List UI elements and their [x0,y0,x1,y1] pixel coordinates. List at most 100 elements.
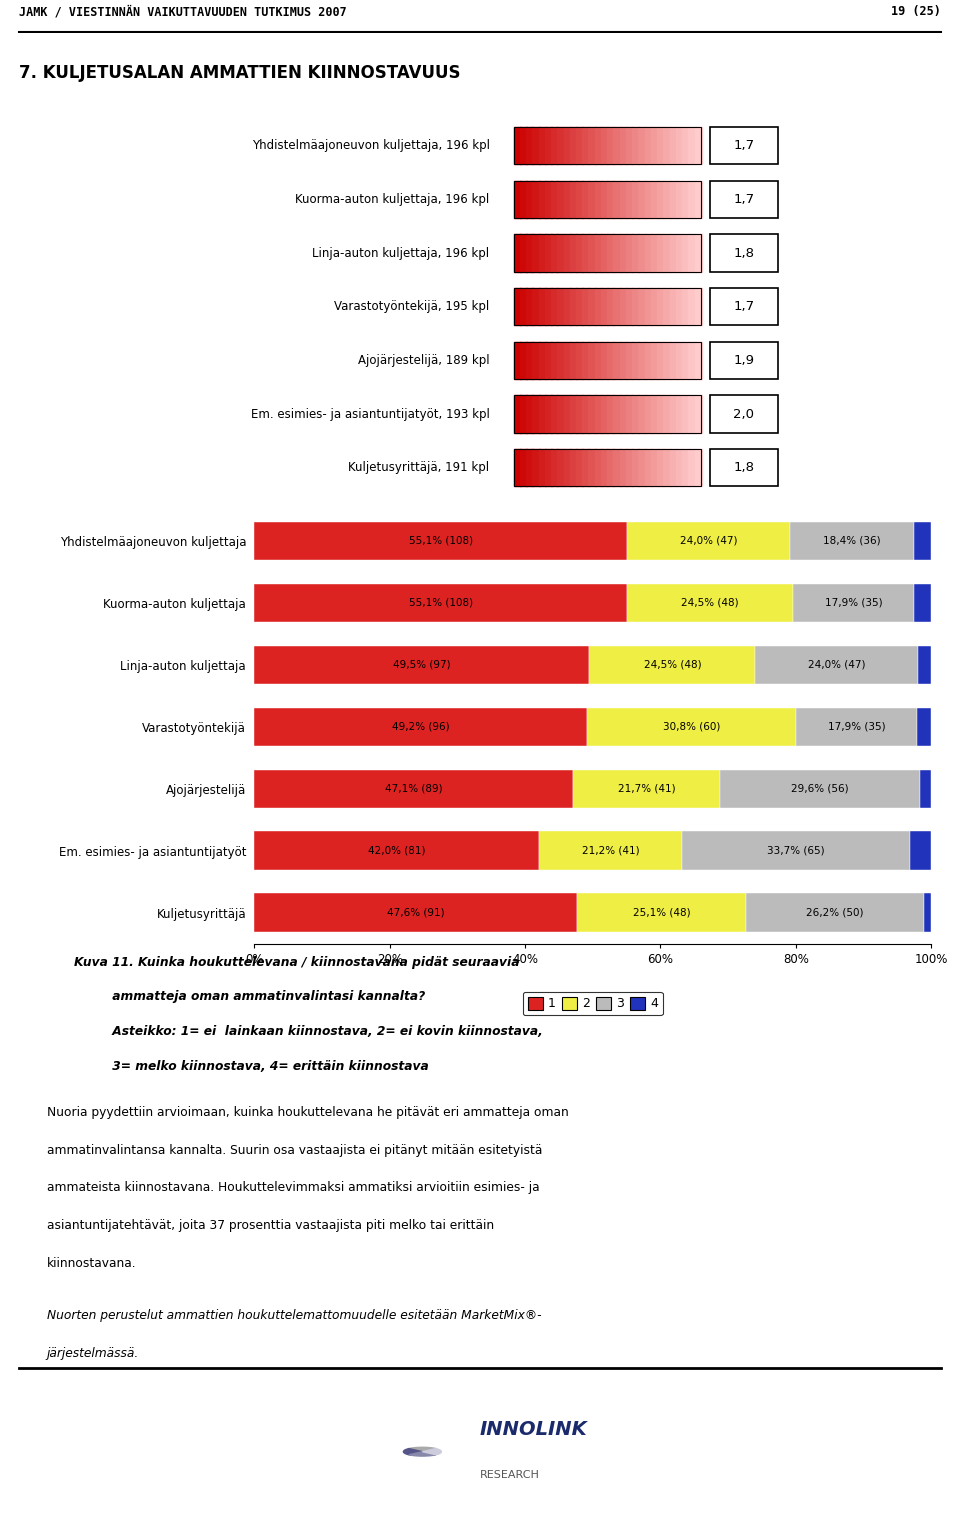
Bar [663,342,670,379]
Bar [688,342,695,379]
Bar [608,234,614,272]
Bar [710,181,778,218]
Bar [645,234,652,272]
Bar [514,342,520,379]
Bar [924,893,931,931]
Bar [514,128,701,164]
Text: 1,9: 1,9 [733,355,755,367]
Bar [514,396,520,432]
Bar [688,128,695,164]
Bar [595,342,602,379]
Bar [676,449,683,487]
Bar [790,522,914,560]
Text: 7. KULJETUSALAN AMMATTIEN KIINNOSTAVUUS: 7. KULJETUSALAN AMMATTIEN KIINNOSTAVUUS [19,64,461,82]
Bar [613,181,620,218]
Bar [645,288,652,326]
Bar [254,645,589,683]
Bar [588,234,595,272]
Bar [532,342,540,379]
Bar [638,396,645,432]
Text: 17,9% (35): 17,9% (35) [825,598,882,607]
Bar [564,181,570,218]
Bar [632,396,639,432]
Bar [921,770,931,808]
Bar [595,396,602,432]
Text: 30,8% (60): 30,8% (60) [663,721,720,732]
Bar [651,234,658,272]
Bar [576,288,583,326]
Bar [570,234,577,272]
Bar [526,449,534,487]
Bar [539,128,545,164]
Text: 49,5% (97): 49,5% (97) [393,661,451,670]
Bar [514,128,520,164]
Text: Kuorma-auton kuljettaja, 196 kpl: Kuorma-auton kuljettaja, 196 kpl [296,193,490,205]
Bar [710,342,778,379]
Bar [695,128,702,164]
Bar [645,396,652,432]
Bar [520,449,527,487]
Bar [514,234,520,272]
Bar [688,234,695,272]
Bar [657,288,664,326]
Bar [632,342,639,379]
Bar [645,128,652,164]
Bar [601,396,609,432]
Bar [254,893,577,931]
Bar [626,234,634,272]
Bar [608,449,614,487]
Bar [651,181,658,218]
Bar [638,288,645,326]
Bar [645,449,652,487]
Bar [514,234,701,272]
Bar [532,396,540,432]
Bar [710,449,778,487]
Bar [651,288,658,326]
Text: RESEARCH: RESEARCH [480,1470,540,1479]
Text: 42,0% (81): 42,0% (81) [368,846,425,855]
Bar [539,449,545,487]
Bar [626,396,634,432]
Bar [613,396,620,432]
Bar [710,234,778,272]
Bar [663,128,670,164]
Bar [608,128,614,164]
Bar [695,342,702,379]
Bar [914,583,931,622]
Text: Kuva 11. Kuinka houkuttelevana / kiinnostavana pidät seuraavia: Kuva 11. Kuinka houkuttelevana / kiinnos… [75,956,520,968]
Bar [564,288,570,326]
Bar [663,288,670,326]
Legend: 1, 2, 3, 4: 1, 2, 3, 4 [522,992,663,1015]
Bar [793,583,914,622]
Text: 33,7% (65): 33,7% (65) [767,846,825,855]
Text: 1,8: 1,8 [733,461,755,475]
Text: Nuorten perustelut ammattien houkuttelemattomuudelle esitetään MarketMix®-: Nuorten perustelut ammattien houkuttelem… [47,1309,541,1323]
Bar [688,288,695,326]
Bar [626,288,634,326]
Bar [514,449,520,487]
Bar [588,449,595,487]
Bar [557,181,564,218]
Bar [551,181,559,218]
Bar [532,449,540,487]
Bar [657,128,664,164]
Bar [582,288,589,326]
Bar [595,181,602,218]
Text: 25,1% (48): 25,1% (48) [633,907,690,918]
Bar [576,449,583,487]
Bar [532,181,540,218]
Text: Linja-auton kuljettaja, 196 kpl: Linja-auton kuljettaja, 196 kpl [312,247,490,260]
Bar [613,234,620,272]
Bar [918,645,931,683]
Bar [657,181,664,218]
Text: 19 (25): 19 (25) [891,5,941,18]
Bar [539,396,545,432]
Text: 17,9% (35): 17,9% (35) [828,721,885,732]
Bar [608,288,614,326]
Bar [539,831,683,871]
Bar [595,288,602,326]
Bar [514,181,520,218]
Bar [570,396,577,432]
Bar [620,396,627,432]
Bar [557,449,564,487]
